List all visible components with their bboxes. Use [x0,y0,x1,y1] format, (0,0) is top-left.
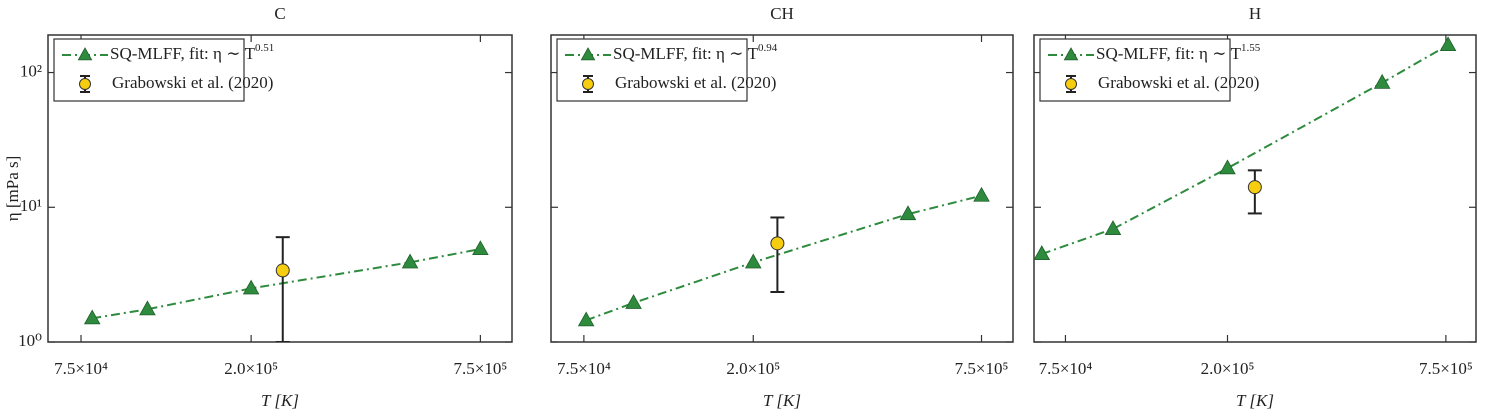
data-point [275,263,290,278]
x-tick-label: 2.0×10⁵ [224,359,278,378]
legend-name: Grabowski et al. (2020) [112,73,273,92]
legend-name: Grabowski et al. (2020) [1098,73,1259,92]
legend-exponent: 1.55 [1241,42,1261,54]
error-bar [770,216,785,294]
plot-frame [1033,34,1477,343]
data-point [973,186,990,202]
data-point [1439,36,1457,52]
legend-name: Grabowski et al. (2020) [615,73,776,92]
legend-label: Grabowski et al. (2020) [112,73,273,92]
data-point [1373,73,1391,89]
legend-marker [580,47,596,61]
x-axis-label: T [K] [763,391,801,410]
data-point [401,253,419,269]
plot-area [83,236,489,342]
x-tick-label: 7.5×10⁵ [453,359,507,378]
legend-exponent: 0.51 [255,42,274,54]
legend: SQ-MLFF, fit: η ∼ T0.94 Grabowski et al. … [556,38,778,102]
x-tick-label: 7.5×10⁴ [557,359,611,378]
data-point [770,236,785,251]
data-point [1104,220,1122,235]
x-axis-label: T [K] [261,391,299,410]
plot-area [577,186,990,327]
legend: SQ-MLFF, fit: η ∼ T1.55 Grabowski et al. … [1039,38,1261,102]
data-point [1219,159,1236,175]
legend-marker [1065,78,1077,90]
x-tick-label: 2.0×10⁵ [726,359,780,378]
data-point [625,294,642,309]
error-bar [275,236,290,342]
data-point [1034,245,1051,260]
y-tick-label: 10⁰ [18,331,42,350]
panel-title: C [274,4,285,23]
fit-line [92,248,481,320]
data-point [577,311,595,327]
legend-marker [79,78,91,90]
legend-label: SQ-MLFF, fit: η ∼ T0.94 [613,42,778,63]
x-tick-label: 7.5×10⁵ [1419,359,1473,378]
panel-title: CH [770,4,794,23]
data-point [899,205,917,221]
legend-label: Grabowski et al. (2020) [1098,73,1259,92]
data-point [472,240,489,256]
data-point [744,253,762,269]
panel-title: H [1249,4,1261,23]
data-point [242,279,260,295]
y-tick-label: 10² [20,61,42,80]
legend-exponent: 0.94 [758,42,778,54]
data-point [1247,180,1262,195]
legend-name: SQ-MLFF, fit: η ∼ T [1096,44,1242,63]
fit-line [1041,44,1449,255]
fit-line [585,194,982,322]
legend-marker [1063,47,1079,61]
x-tick-label: 7.5×10⁴ [54,359,108,378]
plot-area [1034,36,1457,260]
legend-label: SQ-MLFF, fit: η ∼ T1.55 [1096,42,1261,63]
data-point [139,300,156,316]
panel: H T [K] 7.5×10⁴ 2.0×10⁵ 7.5×10⁵ SQ-MLFF, fit:… [1033,4,1477,410]
legend: SQ-MLFF, fit: η ∼ T0.51 Grabowski et al. … [53,38,274,102]
x-tick-label: 7.5×10⁵ [955,359,1009,378]
panel: C T [K] η [mPa s] 7.5×10⁴ 2.0×10⁵ 7.5×10⁵ 10⁰ 1… [3,4,513,410]
legend-label: SQ-MLFF, fit: η ∼ T0.51 [110,42,274,63]
legend-label: Grabowski et al. (2020) [615,73,776,92]
legend-marker [582,78,594,90]
legend-name: SQ-MLFF, fit: η ∼ T [110,44,256,63]
y-tick-label: 10¹ [20,196,42,215]
legend-name: SQ-MLFF, fit: η ∼ T [613,44,759,63]
x-tick-label: 2.0×10⁵ [1201,359,1255,378]
y-axis-label: η [mPa s] [3,156,22,222]
plot-frame [550,34,1014,343]
x-tick-label: 7.5×10⁴ [1039,359,1093,378]
legend-marker [77,47,93,61]
data-point [83,309,101,325]
x-axis-label: T [K] [1236,391,1274,410]
panel: CH T [K] 7.5×10⁴ 2.0×10⁵ 7.5×10⁵ SQ-MLFF, fit… [550,4,1014,410]
